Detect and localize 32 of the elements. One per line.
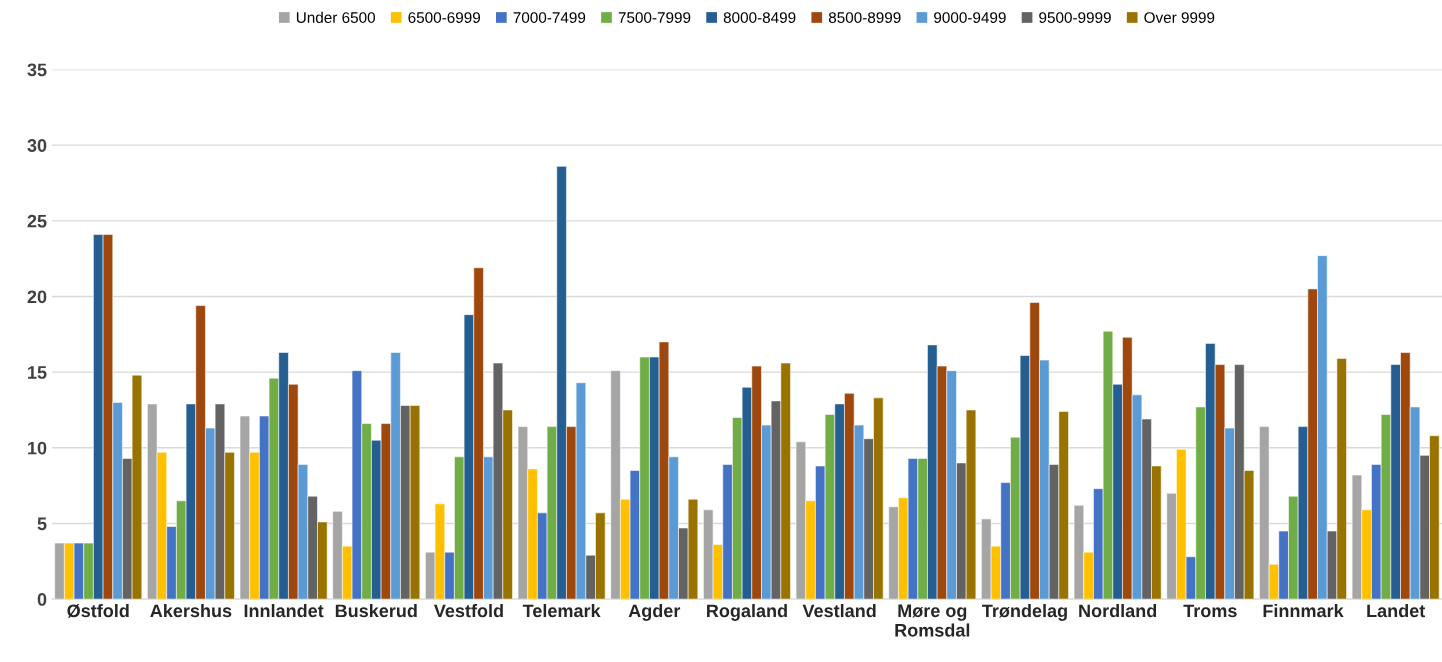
x-tick-label: Troms xyxy=(1183,604,1237,618)
legend-label: 7500-7999 xyxy=(618,12,691,23)
legend-label: Under 6500 xyxy=(296,11,375,23)
x-tick-label: Finnmark xyxy=(1263,603,1344,618)
x-tick-label: Nordland xyxy=(1079,603,1157,618)
x-tick-label: Agder xyxy=(628,603,681,621)
y-tick-label: 25 xyxy=(27,214,47,228)
legend-label: Over 9999 xyxy=(1144,12,1215,23)
y-tick-label: 15 xyxy=(28,366,47,379)
y-tick-label: 20 xyxy=(27,290,47,304)
x-tick-label: Trøndelag xyxy=(982,603,1067,621)
y-tick-label: 5 xyxy=(37,517,47,531)
y-tick-label: 0 xyxy=(37,593,47,606)
y-tick-label: 10 xyxy=(28,441,47,455)
x-tick-label: Møre og Romsdal xyxy=(895,604,970,637)
y-tick-label: 30 xyxy=(27,139,47,152)
legend-label: 8000-8499 xyxy=(723,12,796,23)
legend-label: 8500-8999 xyxy=(828,12,901,23)
x-tick-label: Telemark xyxy=(522,603,601,618)
x-tick-label: Vestland xyxy=(802,603,876,618)
legend-label: 6500-6999 xyxy=(408,12,481,23)
x-tick-label: Østfold xyxy=(67,603,129,618)
x-tick-label: Buskerud xyxy=(335,603,417,618)
y-tick-label: 35 xyxy=(27,63,47,77)
x-tick-label: Akershus xyxy=(150,603,232,618)
x-tick-label: Vestfold xyxy=(433,603,503,618)
x-tick-label: Innlandet xyxy=(244,603,324,618)
legend-label: 9500-9999 xyxy=(1039,12,1111,23)
x-tick-label: Rogaland xyxy=(707,603,787,621)
legend-label: 7000-7499 xyxy=(513,12,586,23)
legend-label: 9000-9499 xyxy=(934,12,1006,23)
x-tick-label: Landet xyxy=(1367,603,1426,618)
